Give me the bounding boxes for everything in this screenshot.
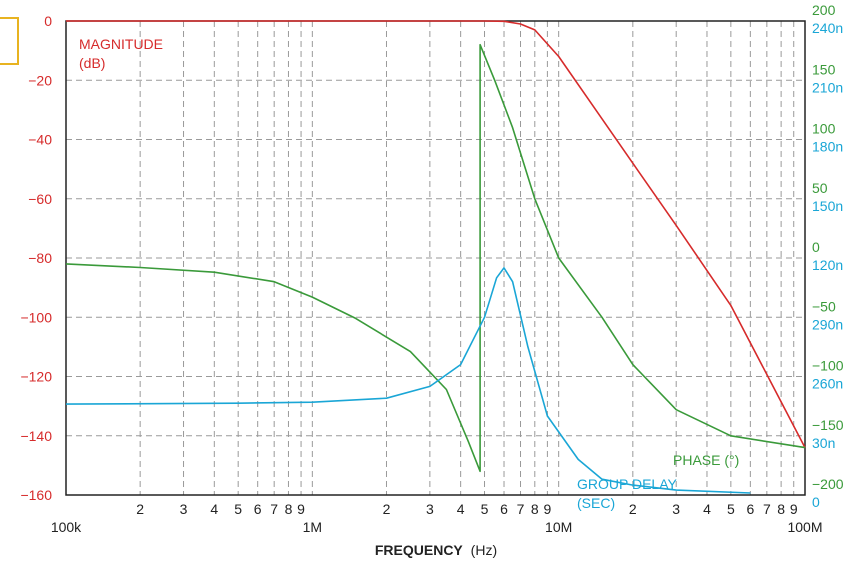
magnitude-tick-label: −160 xyxy=(20,487,52,503)
magnitude-tick-label: −40 xyxy=(28,132,52,148)
x-minor-tick-label: 6 xyxy=(254,501,262,517)
group-delay-tick-label: 120n xyxy=(812,257,843,273)
phase-tick-label: 50 xyxy=(812,180,828,196)
group-delay-tick-label: 150n xyxy=(812,198,843,214)
x-minor-tick-label: 6 xyxy=(746,501,754,517)
group-delay-tick-label: 260n xyxy=(812,376,843,392)
grid xyxy=(66,21,805,495)
magnitude-tick-label: −80 xyxy=(28,250,52,266)
group-delay-tick-label: 180n xyxy=(812,139,843,155)
magnitude-tick-label: −120 xyxy=(20,369,52,385)
series-group_delay-line xyxy=(65,267,751,494)
x-minor-tick-label: 4 xyxy=(457,501,465,517)
series-magnitude-line xyxy=(66,20,806,448)
magnitude-tick-labels: 0 −20 −40 −60 −80 −100 −120 −140 −160 xyxy=(20,13,52,503)
phase-label: PHASE (°) xyxy=(673,452,739,468)
group-delay-label-line2: (SEC) xyxy=(577,495,615,511)
x-minor-tick-label: 2 xyxy=(383,501,391,517)
group-delay-tick-label: 240n xyxy=(812,20,843,36)
x-minor-tick-label: 8 xyxy=(531,501,539,517)
magnitude-tick-label: −60 xyxy=(28,191,52,207)
group-delay-tick-label: 210n xyxy=(812,79,843,95)
x-major-tick-label: 100k xyxy=(51,519,82,535)
phase-tick-label: −50 xyxy=(812,298,836,314)
x-minor-tick-label: 5 xyxy=(481,501,489,517)
x-axis-title: FREQUENCY (Hz) xyxy=(375,542,497,558)
series-phase-line xyxy=(65,43,806,473)
right-tick-labels: 200 240n 150 210n 100 180n 50 150n 0 120n −50 290n −… xyxy=(812,2,844,510)
x-minor-tick-label: 5 xyxy=(727,501,735,517)
x-minor-tick-label: 9 xyxy=(790,501,798,517)
x-minor-tick-label: 2 xyxy=(629,501,637,517)
phase-tick-label: −150 xyxy=(812,417,844,433)
group-delay-tick-label: 290n xyxy=(812,316,843,332)
x-minor-tick-label: 9 xyxy=(543,501,551,517)
x-minor-tick-label: 7 xyxy=(763,501,771,517)
phase-tick-label: 200 xyxy=(812,2,836,18)
x-axis-title-unit: (Hz) xyxy=(471,542,497,558)
x-minor-tick-label: 5 xyxy=(234,501,242,517)
phase-tick-label: 150 xyxy=(812,61,836,77)
x-minor-tick-label: 3 xyxy=(180,501,188,517)
group-delay-tick-label: 30n xyxy=(812,435,835,451)
phase-tick-label: 100 xyxy=(812,121,836,137)
x-major-tick-label: 1M xyxy=(303,519,322,535)
magnitude-tick-label: −20 xyxy=(28,72,52,88)
x-minor-tick-label: 9 xyxy=(297,501,305,517)
x-major-tick-label: 10M xyxy=(545,519,572,535)
x-minor-tick-label: 4 xyxy=(703,501,711,517)
x-minor-tick-label: 3 xyxy=(672,501,680,517)
x-axis-title-main: FREQUENCY xyxy=(375,542,464,558)
x-minor-tick-label: 4 xyxy=(210,501,218,517)
x-minor-tick-label: 8 xyxy=(777,501,785,517)
x-minor-tick-label: 8 xyxy=(285,501,293,517)
group-delay-label-line1: GROUP DELAY xyxy=(577,476,678,492)
group-delay-tick-label: 0 xyxy=(812,494,820,510)
magnitude-tick-label: −140 xyxy=(20,428,52,444)
x-minor-tick-label: 3 xyxy=(426,501,434,517)
phase-tick-label: −200 xyxy=(812,476,844,492)
magnitude-label-line2: (dB) xyxy=(79,55,105,71)
series-layer xyxy=(65,20,806,494)
magnitude-tick-label: −100 xyxy=(20,309,52,325)
phase-tick-label: −100 xyxy=(812,358,844,374)
phase-tick-label: 0 xyxy=(812,239,820,255)
magnitude-tick-label: 0 xyxy=(44,13,52,29)
x-major-tick-label: 100M xyxy=(787,519,822,535)
x-minor-tick-label: 2 xyxy=(136,501,144,517)
x-minor-tick-label: 7 xyxy=(517,501,525,517)
magnitude-label-line1: MAGNITUDE xyxy=(79,36,163,52)
legend-marker-box xyxy=(0,17,19,65)
x-minor-tick-label: 6 xyxy=(500,501,508,517)
x-minor-tick-label: 7 xyxy=(270,501,278,517)
